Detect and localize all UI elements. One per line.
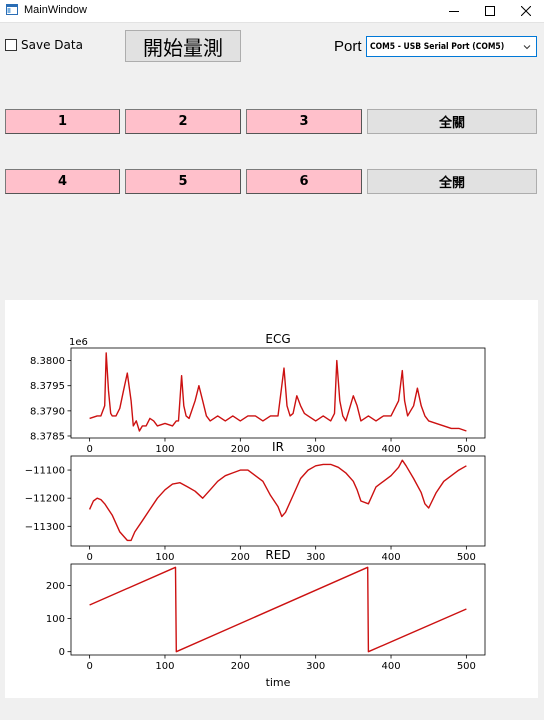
ir-axes-frame	[70, 455, 486, 547]
chevron-down-icon	[523, 45, 531, 50]
ecg-ytick-label: 8.3785	[30, 431, 65, 442]
red-title: RED	[265, 548, 290, 562]
red-xtick-label: 500	[457, 661, 476, 672]
ir-ytick-label: −11300	[25, 522, 65, 533]
red-ytick-label: 100	[46, 614, 65, 625]
ir-ytick-label: −11200	[25, 494, 65, 505]
window-title: MainWindow	[24, 4, 87, 16]
ir-xtick-label: 100	[155, 552, 174, 563]
start-measurement-button[interactable]: 開始量測	[125, 30, 241, 62]
channel-6-button[interactable]: 6	[246, 169, 362, 194]
ecg-ytick-label: 8.3790	[30, 406, 65, 417]
ir-xtick-label: 500	[457, 552, 476, 563]
all-off-button[interactable]: 全關	[367, 109, 537, 134]
save-data-checkbox[interactable]: Save Data	[5, 38, 83, 52]
channel-1-button[interactable]: 1	[5, 109, 120, 134]
minimize-icon	[449, 11, 459, 12]
red-xtick-label: 200	[231, 661, 250, 672]
ir-title: IR	[272, 440, 284, 454]
close-icon	[521, 6, 531, 16]
ir-ytick-label: −11100	[25, 466, 65, 477]
red-axes-frame	[70, 563, 486, 656]
port-select-value: COM5 - USB Serial Port (COM5)	[370, 41, 505, 52]
ecg-xtick-label: 500	[457, 444, 476, 455]
red-xtick-label: 300	[306, 661, 325, 672]
red-ytick-label: 200	[46, 581, 65, 592]
close-button[interactable]	[508, 0, 544, 22]
red-series-line	[89, 566, 467, 653]
maximize-icon	[485, 6, 495, 16]
red-xlabel: time	[266, 676, 291, 689]
title-bar: MainWindow	[0, 0, 544, 23]
ecg-xtick-label: 0	[86, 444, 92, 455]
ir-xtick-label: 200	[231, 552, 250, 563]
channel-3-button[interactable]: 3	[246, 109, 362, 134]
port-label: Port	[334, 38, 362, 55]
channel-5-button[interactable]: 5	[125, 169, 241, 194]
ecg-series-line	[89, 352, 467, 432]
app-window-icon	[6, 4, 18, 15]
ecg-offset-text: 1e6	[69, 337, 88, 348]
ecg-xtick-label: 400	[381, 444, 400, 455]
red-xtick-label: 0	[86, 661, 92, 672]
checkbox-box[interactable]	[5, 39, 17, 51]
minimize-button[interactable]	[436, 0, 472, 22]
ir-xtick-label: 0	[86, 552, 92, 563]
ir-series-line	[88, 459, 467, 542]
red-xtick-label: 400	[381, 661, 400, 672]
plot-canvas: ECG 1e6 0 100 200 300 400 500 8.3785 8.3790 8.3795…	[5, 300, 538, 698]
ecg-xtick-label: 100	[155, 444, 174, 455]
channel-2-button[interactable]: 2	[125, 109, 241, 134]
ir-xtick-label: 400	[381, 552, 400, 563]
ecg-xtick-label: 200	[231, 444, 250, 455]
save-data-label: Save Data	[21, 38, 83, 52]
ecg-ytick-label: 8.3800	[30, 356, 65, 367]
maximize-button[interactable]	[472, 0, 508, 22]
ecg-title: ECG	[265, 332, 290, 346]
ir-xtick-label: 300	[306, 552, 325, 563]
ecg-ytick-label: 8.3795	[30, 381, 65, 392]
channel-4-button[interactable]: 4	[5, 169, 120, 194]
ecg-xtick-label: 300	[306, 444, 325, 455]
all-on-button[interactable]: 全開	[367, 169, 537, 194]
plots-svg: ECG 1e6 0 100 200 300 400 500 8.3785 8.3790 8.3795…	[25, 332, 486, 689]
red-xtick-label: 100	[155, 661, 174, 672]
port-select[interactable]: COM5 - USB Serial Port (COM5)	[366, 36, 537, 57]
red-ytick-label: 0	[59, 647, 65, 658]
